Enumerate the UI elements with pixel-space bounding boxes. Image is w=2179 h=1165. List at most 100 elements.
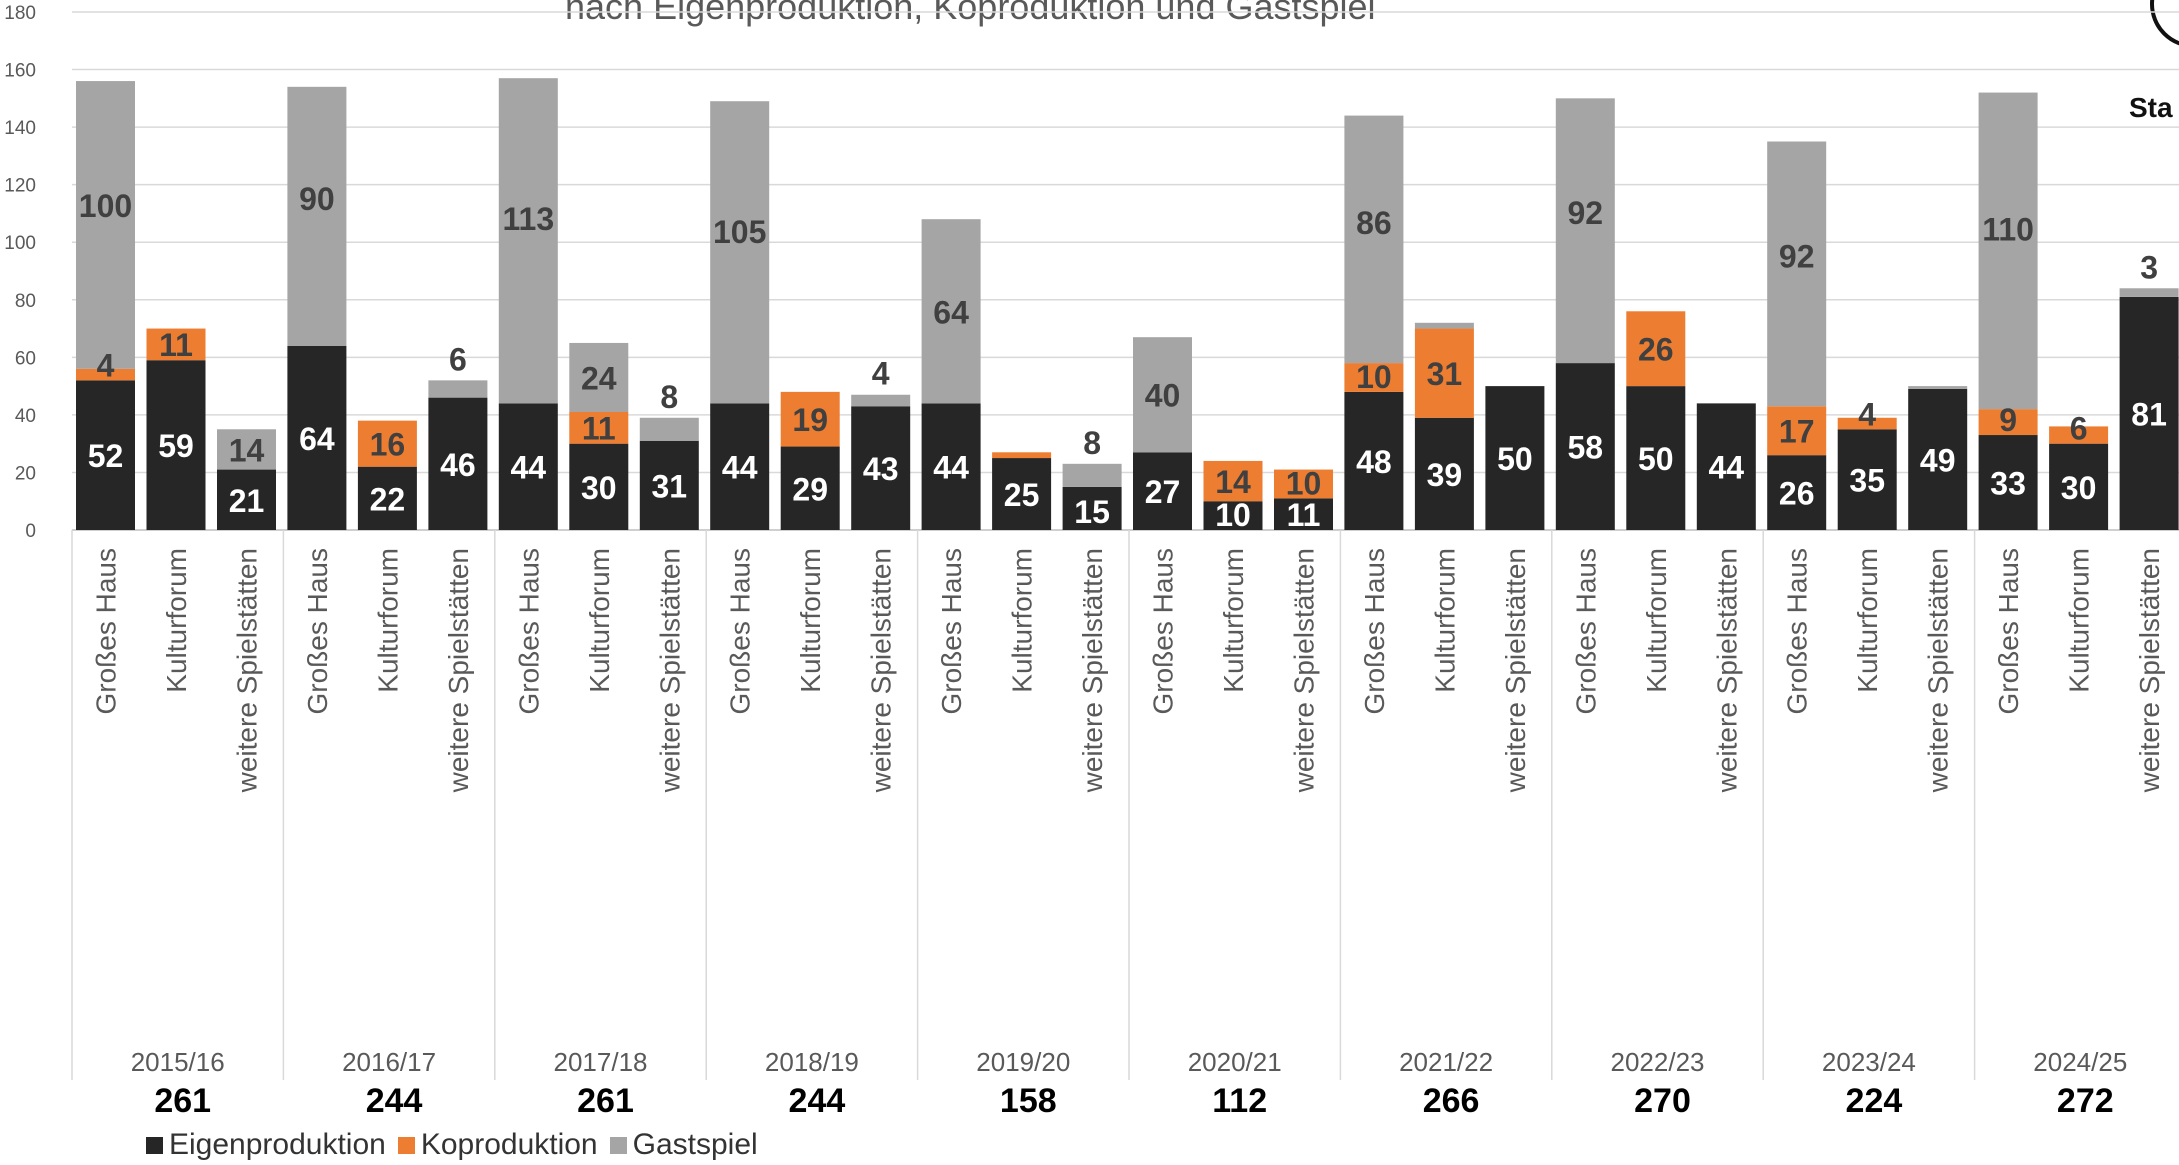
data-label-eigen: 11: [1287, 497, 1321, 533]
bar-segment-eigen: [2049, 443, 2109, 530]
legend: Eigenproduktion Koproduktion Gastspiel: [146, 1128, 770, 1162]
data-label-eigen: 27: [1145, 474, 1181, 510]
venue-tick-label: Kulturforum: [372, 548, 403, 693]
data-label-gast: 8: [660, 379, 678, 415]
bar-segment-ko: [569, 412, 629, 444]
data-label-eigen: 81: [2131, 396, 2167, 432]
season-total-label: 224: [1846, 1082, 1903, 1120]
data-label-gast: 14: [229, 432, 265, 468]
season-total-label: 244: [366, 1082, 423, 1120]
data-label-eigen: 49: [1920, 442, 1956, 478]
data-label-eigen: 30: [2061, 470, 2097, 506]
bar-segment-eigen: [76, 380, 135, 530]
data-label-eigen: 43: [863, 451, 899, 487]
season-tick-label: 2022/23: [1611, 1047, 1705, 1077]
data-label-gast: 105: [713, 214, 766, 250]
data-label-gast: 4: [872, 356, 890, 392]
data-label-eigen: 10: [1215, 497, 1251, 533]
season-tick-label: 2024/25: [2033, 1047, 2127, 1077]
data-label-eigen: 44: [511, 450, 547, 486]
data-label-eigen: 35: [1849, 463, 1885, 499]
venue-tick-label: Kulturforum: [584, 548, 615, 693]
bar-segment-ko: [357, 420, 417, 467]
bar-segment-eigen: [921, 403, 981, 530]
venue-tick-label: weitere Spielstätten: [443, 548, 474, 793]
venue-tick-label: Großes Haus: [513, 548, 544, 715]
venue-tick-label: Kulturforum: [1007, 548, 1038, 693]
venue-tick-label: weitere Spielstätten: [654, 548, 685, 793]
data-label-gast: 92: [1779, 238, 1815, 274]
bar-segment-gast: [1908, 386, 1968, 389]
data-label-gast: 40: [1145, 378, 1181, 414]
bar-segment-gast: [851, 394, 911, 407]
bar-segment-gast: [217, 429, 276, 470]
bar-segment-gast: [287, 86, 347, 346]
data-label-gast: 110: [1982, 212, 2034, 248]
venue-tick-label: weitere Spielstätten: [1289, 548, 1320, 793]
data-label-gast: 86: [1356, 205, 1392, 241]
season-total-label: 261: [577, 1082, 634, 1120]
season-total-label: 270: [1634, 1082, 1691, 1120]
data-label-ko: 17: [1779, 414, 1815, 450]
y-tick-label: 20: [15, 463, 36, 484]
y-tick-label: 0: [25, 521, 36, 542]
bar-segment-eigen: [1485, 386, 1545, 530]
bar-segment-gast: [1062, 463, 1122, 487]
y-tick-label: 140: [4, 118, 36, 139]
bar-segment-eigen: [2119, 296, 2179, 530]
venue-tick-label: Großes Haus: [1782, 548, 1813, 715]
data-label-ko: 16: [370, 427, 406, 463]
data-label-ko: 19: [792, 402, 828, 438]
bar-segment-eigen: [851, 406, 911, 530]
y-tick-label: 160: [4, 61, 36, 82]
bar-segment-eigen: [639, 440, 699, 530]
season-total-label: 272: [2057, 1082, 2114, 1120]
data-label-ko: 31: [1427, 356, 1463, 392]
data-label-ko: 11: [582, 411, 616, 447]
bar-segment-eigen: [1203, 501, 1263, 530]
season-total-label: 266: [1423, 1082, 1480, 1120]
venue-tick-label: Großes Haus: [936, 548, 967, 715]
data-label-ko: 10: [1356, 359, 1392, 395]
data-label-gast: 64: [933, 294, 969, 330]
bar-segment-gast: [921, 219, 981, 404]
season-tick-label: 2018/19: [765, 1047, 859, 1077]
venue-tick-label: weitere Spielstätten: [1077, 548, 1108, 793]
y-tick-label: 40: [15, 406, 36, 427]
data-label-eigen: 44: [933, 450, 969, 486]
data-label-eigen: 31: [652, 468, 688, 504]
data-label-eigen: 58: [1568, 430, 1604, 466]
bar-segment-eigen: [1837, 429, 1897, 530]
bar-segment-eigen: [1344, 391, 1404, 530]
bar-segment-eigen: [1978, 435, 2038, 530]
data-label-eigen: 44: [722, 450, 758, 486]
data-label-gast: 92: [1568, 195, 1604, 231]
bar-segment-ko: [2049, 426, 2109, 444]
legend-label-eigen: Eigenproduktion: [169, 1128, 386, 1161]
bar-segment-ko: [1626, 311, 1686, 387]
bar-segment-ko: [1274, 469, 1333, 499]
data-label-eigen: 44: [1709, 450, 1745, 486]
season-total-label: 158: [1000, 1082, 1057, 1120]
y-tick-label: 120: [4, 176, 36, 197]
venue-tick-label: Kulturforum: [1852, 548, 1883, 693]
season-tick-label: 2023/24: [1822, 1047, 1916, 1077]
data-label-gast: 113: [502, 201, 554, 237]
venue-tick-label: Großes Haus: [725, 548, 756, 715]
data-label-gast: 90: [299, 181, 335, 217]
venue-tick-label: Großes Haus: [1148, 548, 1179, 715]
data-label-eigen: 59: [158, 428, 194, 464]
legend-label-ko: Koproduktion: [420, 1128, 598, 1161]
legend-item-gast: Gastspiel: [609, 1128, 758, 1162]
data-label-ko: 26: [1638, 332, 1674, 368]
bar-segment-eigen: [710, 403, 770, 530]
bar-segment-gast: [710, 101, 770, 404]
data-label-ko: 11: [159, 327, 193, 363]
bar-segment-eigen: [1274, 498, 1333, 530]
bar-segment-eigen: [1062, 486, 1122, 530]
bar-segment-eigen: [1133, 452, 1192, 530]
data-label-eigen: 33: [1990, 466, 2026, 502]
side-text-fragment: Sta: [2129, 92, 2173, 123]
data-label-gast: 24: [581, 360, 617, 396]
